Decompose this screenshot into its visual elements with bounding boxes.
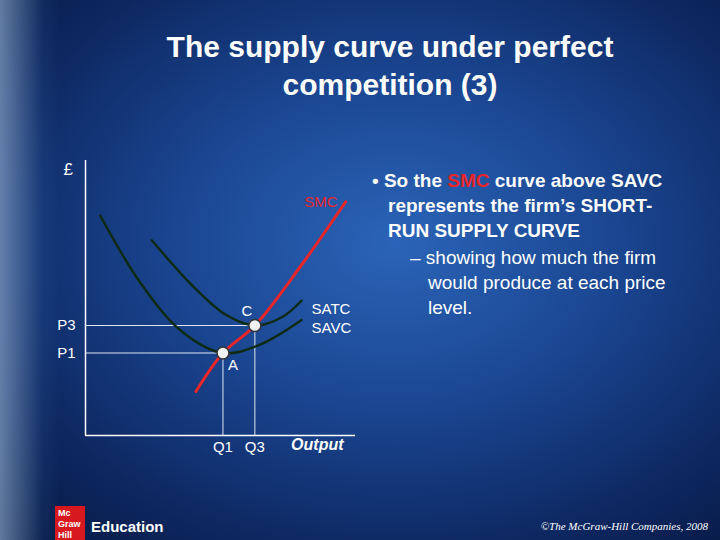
html-text:Hill: Hill [58, 530, 72, 540]
svg-text:Q1: Q1 [213, 438, 233, 455]
html-text:©The McGraw-Hill Companies, 20: ©The McGraw-Hill Companies, 2008 [540, 520, 708, 532]
html-text:Education: Education [91, 517, 164, 535]
html-text:Graw: Graw [58, 519, 81, 529]
html-text:The supply curve under perfect: The supply curve under perfect competiti… [166, 30, 614, 101]
html-text:– showing how much the firm wo: – showing how much the firm would produc… [410, 247, 666, 318]
svg-text:C: C [241, 302, 252, 319]
html-text:• So the SMC curve above SAVC: • So the SMC curve above SAVC represents… [372, 170, 663, 241]
svg-text:A: A [228, 356, 238, 373]
svg-text:SATC: SATC [312, 300, 351, 317]
svg-text:Output: Output [291, 436, 344, 453]
svg-text:SMC: SMC [304, 193, 338, 210]
svg-text:£: £ [64, 160, 74, 179]
svg-text:Q3: Q3 [245, 438, 265, 455]
svg-text:P3: P3 [57, 316, 75, 333]
svg-text:SAVC: SAVC [312, 319, 352, 336]
html-text:Mc: Mc [58, 508, 71, 518]
svg-text:P1: P1 [57, 344, 75, 361]
